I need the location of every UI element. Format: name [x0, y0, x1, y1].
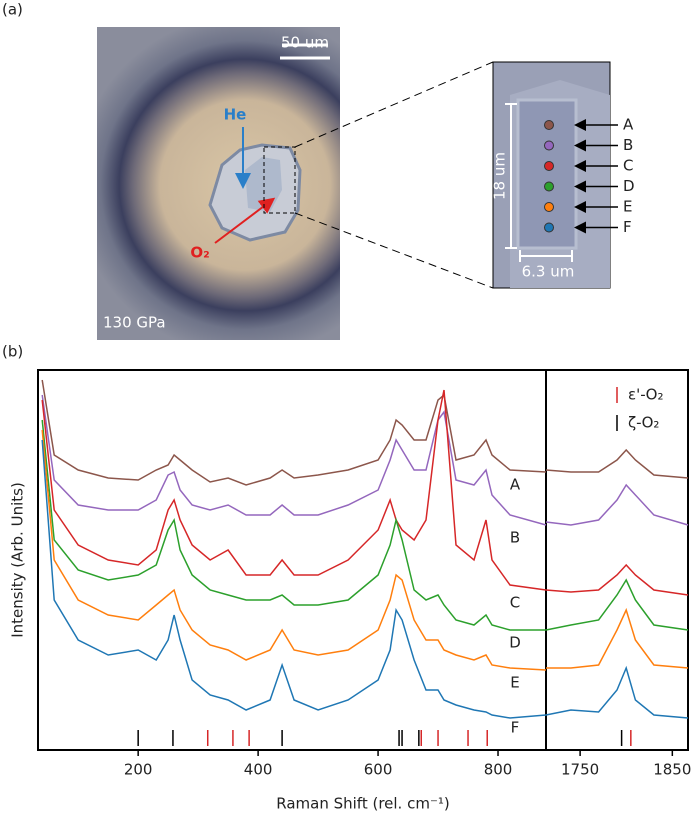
inset-point: [544, 140, 554, 151]
o2-arrow: [214, 197, 276, 244]
inset-point: [544, 161, 554, 171]
o2-label: O₂: [190, 244, 209, 262]
spectrum: [41, 429, 547, 671]
spectrum: [545, 578, 689, 631]
plot-frame: [37, 369, 689, 751]
spectrum: [41, 389, 547, 591]
width-label: 6.3 um: [522, 263, 575, 281]
inset-point: [544, 222, 554, 233]
inset-point-label: D: [623, 177, 635, 195]
spectrum: [41, 379, 547, 486]
y-axis-label: Intensity (Arb. Units): [9, 482, 27, 638]
scale-label: 50 um: [281, 34, 329, 52]
inset-point: [544, 202, 554, 212]
legend-label: ε'-O₂: [628, 386, 663, 404]
spectrum: [41, 394, 547, 526]
x-tick-label: 1850: [653, 761, 691, 779]
x-axis-label: Raman Shift (rel. cm⁻¹): [276, 795, 450, 813]
inset-point-label: B: [623, 136, 633, 154]
inset-point-label: E: [623, 198, 632, 216]
inset-point: [544, 181, 554, 192]
zoom-line: [294, 212, 494, 289]
spectrum: [545, 483, 689, 526]
inset-point-label: F: [623, 218, 632, 236]
legend-label: ζ-O₂: [628, 414, 659, 432]
spectrum: [41, 439, 547, 719]
x-tick-label: 600: [364, 761, 393, 779]
spectrum: [41, 419, 546, 631]
series-label: A: [510, 476, 521, 494]
panel-label: (b): [2, 343, 23, 361]
series-label: F: [511, 719, 520, 737]
series-label: B: [510, 529, 520, 547]
zoom-box: [263, 146, 296, 214]
he-label: He: [224, 106, 247, 124]
inset-point: [544, 120, 554, 130]
spectrum: [545, 448, 689, 479]
spectrum: [545, 665, 689, 719]
x-tick-label: 800: [484, 761, 513, 779]
spectrum: [545, 563, 689, 596]
inset-point-label: C: [623, 157, 633, 175]
spectrum: [546, 607, 689, 669]
x-tick-label: 200: [124, 761, 153, 779]
series-label: D: [509, 634, 521, 652]
zoom-line: [294, 61, 494, 148]
x-tick-label: 1750: [561, 761, 599, 779]
series-label: E: [510, 674, 519, 692]
series-label: C: [510, 594, 520, 612]
panel-label: (a): [2, 1, 23, 19]
pressure-label: 130 GPa: [103, 314, 166, 332]
x-tick-label: 400: [244, 761, 273, 779]
height-label: 18 um: [491, 152, 509, 200]
inset-point-label: A: [623, 116, 634, 134]
